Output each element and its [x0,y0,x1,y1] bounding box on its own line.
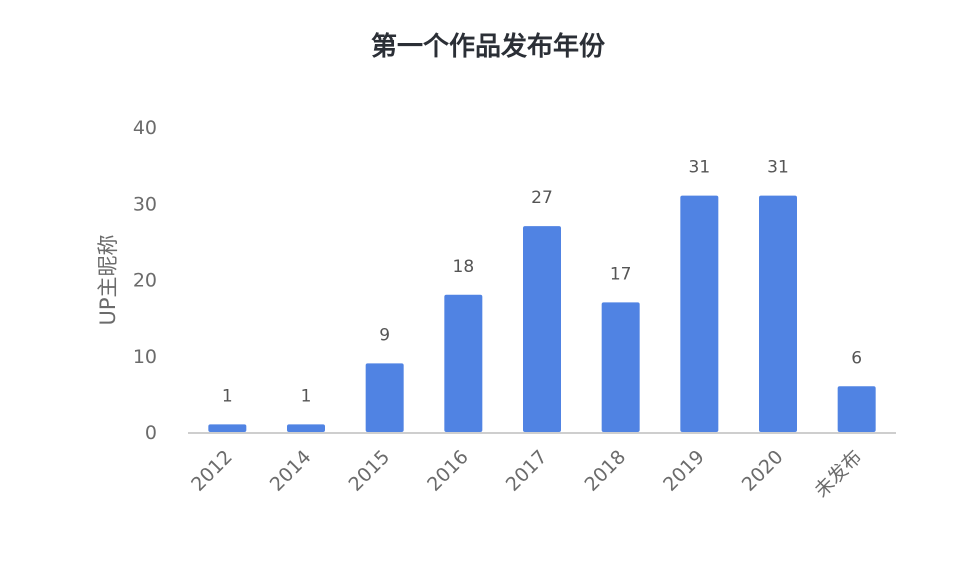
bar [444,294,483,432]
y-axis-label: UP主昵称 [96,234,120,325]
bar [208,424,247,432]
x-tick-label: 2015 [344,446,394,496]
data-label: 1 [301,386,312,406]
bar [287,424,325,432]
y-tick-label: 20 [133,270,157,292]
y-tick-label: 30 [133,193,157,215]
x-tick-label: 2014 [266,446,316,496]
bar [365,363,404,432]
bar [759,195,797,432]
y-tick-label: 0 [145,422,157,444]
data-label: 31 [689,158,711,178]
bar [601,302,640,432]
data-label: 6 [851,348,862,368]
x-tick-label: 2017 [502,446,552,496]
bar [837,386,876,432]
x-tick-label: 2018 [580,446,630,496]
data-label: 27 [531,188,553,208]
chart-title: 第一个作品发布年份 [370,32,605,62]
data-label: 17 [610,264,632,284]
data-label: 31 [767,158,789,178]
bar [523,226,561,432]
bar [680,195,719,432]
x-tick-label: 未发布 [810,446,866,502]
x-tick-label: 2012 [187,446,237,496]
x-tick-label: 2016 [423,446,473,496]
y-tick-label: 40 [133,117,157,139]
data-label: 9 [379,325,390,345]
x-tick-label: 2020 [738,446,788,496]
data-label: 18 [453,257,475,277]
data-label: 1 [222,386,233,406]
y-tick-label: 10 [133,346,157,368]
x-tick-label: 2019 [659,446,709,496]
